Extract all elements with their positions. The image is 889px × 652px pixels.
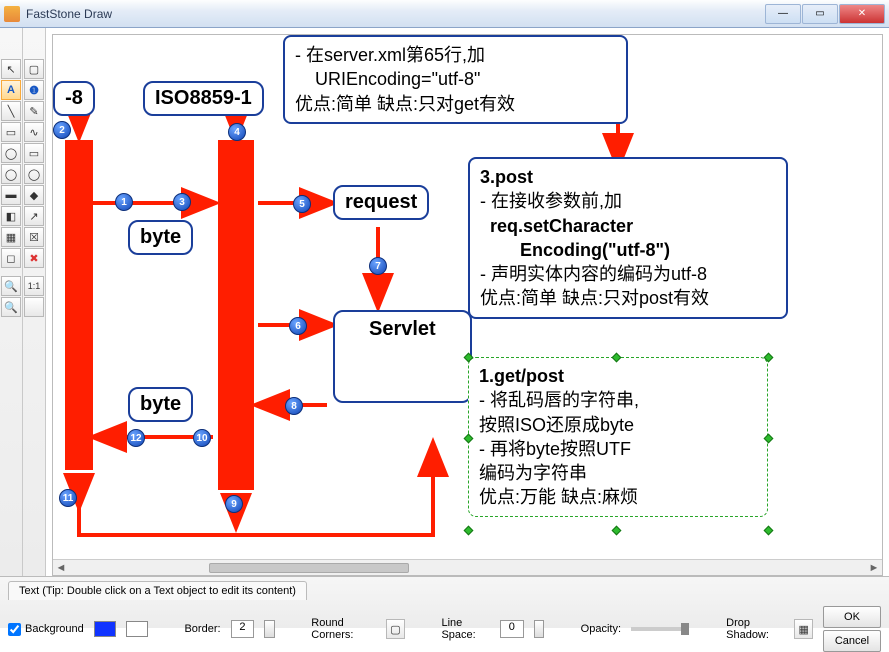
node-iso[interactable]: ISO8859-1 — [143, 81, 264, 116]
scroll-thumb[interactable] — [209, 563, 409, 573]
color-swatch-2[interactable] — [126, 621, 148, 637]
cancel-button[interactable]: Cancel — [823, 630, 881, 652]
number-tool[interactable]: ❶ — [24, 80, 44, 100]
marker-6[interactable]: 6 — [289, 317, 307, 335]
bar-utf8 — [65, 140, 93, 470]
ellipse2-tool[interactable]: ◯ — [24, 164, 44, 184]
marker-10[interactable]: 10 — [193, 429, 211, 447]
text: URIEncoding="utf-8" — [295, 67, 616, 91]
text: Encoding("utf-8") — [480, 238, 776, 262]
marker-8[interactable]: 8 — [285, 397, 303, 415]
sel-handle[interactable] — [612, 526, 622, 536]
node-request[interactable]: request — [333, 185, 429, 220]
roundcorners-icon[interactable]: ▢ — [386, 619, 405, 639]
mask-tool[interactable]: ◻ — [1, 248, 21, 268]
tool-column-left: ↖ A ╲ ▭ ◯ ◯ ▬ ◧ ▦ ◻ 🔍 🔍 — [0, 28, 23, 576]
border-value[interactable]: 2 — [231, 620, 255, 638]
zoomin-tool[interactable]: 🔍 — [1, 276, 21, 296]
callout-top[interactable]: - 在server.xml第65行,加 URIEncoding="utf-8" … — [283, 35, 628, 124]
ellipse-tool[interactable]: ◯ — [1, 164, 21, 184]
text: - 再将byte按照UTF — [479, 437, 757, 461]
text: - 声明实体内容的编码为utf-8 — [480, 262, 776, 286]
line-tool[interactable]: ╲ — [1, 101, 21, 121]
marker-11[interactable]: 11 — [59, 489, 77, 507]
background-label: Background — [25, 623, 84, 635]
text: - 在server.xml第65行,加 — [295, 43, 616, 67]
arrow-tool[interactable]: ↗ — [24, 206, 44, 226]
text: - 将乱码唇的字符串, — [479, 388, 757, 412]
app-icon — [4, 6, 20, 22]
rect2-tool[interactable]: ▭ — [24, 143, 44, 163]
maximize-button[interactable]: ▭ — [802, 4, 838, 24]
marker-4[interactable]: 4 — [228, 123, 246, 141]
roundcorners-label: Round Corners: — [311, 617, 376, 641]
tool-column-right: ▢ ❶ ✎ ∿ ▭ ◯ ◆ ↗ ☒ ✖ 1:1 — [23, 28, 46, 576]
text: 优点:简单 缺点:只对get有效 — [295, 92, 616, 116]
marker-2[interactable]: 2 — [53, 121, 71, 139]
color-swatch-1[interactable] — [94, 621, 116, 637]
polygon-tool[interactable]: ◆ — [24, 185, 44, 205]
linespace-value[interactable]: 0 — [500, 620, 524, 638]
text: req.setCharacter — [480, 214, 776, 238]
node-servlet[interactable]: Servlet — [333, 310, 472, 403]
pencil-tool[interactable]: ✎ — [24, 101, 44, 121]
linespace-spinner[interactable] — [534, 620, 544, 638]
node-byte2[interactable]: byte — [128, 387, 193, 422]
node-utf8[interactable]: -8 — [53, 81, 95, 116]
dropshadow-label: Drop Shadow: — [726, 617, 784, 641]
marker-3[interactable]: 3 — [173, 193, 191, 211]
callout-getpost[interactable]: 1.get/post - 将乱码唇的字符串, 按照ISO还原成byte - 再将… — [468, 357, 768, 517]
delete-tool[interactable]: ✖ — [24, 248, 44, 268]
window-title: FastStone Draw — [26, 7, 765, 21]
sel-handle[interactable] — [764, 526, 774, 536]
scroll-left-icon[interactable]: ◄ — [53, 561, 69, 575]
zoom-blank[interactable] — [24, 297, 44, 317]
highlight-tool[interactable]: ▬ — [1, 185, 21, 205]
background-check-input[interactable] — [8, 623, 21, 636]
roundrect-tool[interactable]: ◯ — [1, 143, 21, 163]
scrollbar-horizontal[interactable]: ◄ ► — [53, 559, 882, 575]
text-tool[interactable]: A — [1, 80, 21, 100]
rect-tool[interactable]: ▭ — [1, 122, 21, 142]
text: 编码为字符串 — [479, 461, 757, 485]
scroll-right-icon[interactable]: ► — [866, 561, 882, 575]
callout-post[interactable]: 3.post - 在接收参数前,加 req.setCharacter Encod… — [468, 157, 788, 319]
titlebar: FastStone Draw — ▭ ✕ — [0, 0, 889, 28]
fill-tool[interactable]: ◧ — [1, 206, 21, 226]
close-button[interactable]: ✕ — [839, 4, 885, 24]
zoomout-tool[interactable]: 🔍 — [1, 297, 21, 317]
text: 按照ISO还原成byte — [479, 413, 757, 437]
dropshadow-icon[interactable]: ▦ — [794, 619, 813, 639]
pointer-tool[interactable]: ↖ — [1, 59, 21, 79]
text: - 在接收参数前,加 — [480, 189, 776, 213]
text: 1.get/post — [479, 364, 757, 388]
bottom-panel: Text (Tip: Double click on a Text object… — [0, 576, 889, 628]
curve-tool[interactable]: ∿ — [24, 122, 44, 142]
sel-handle[interactable] — [464, 526, 474, 536]
border-label: Border: — [184, 623, 220, 635]
marker-12[interactable]: 12 — [127, 429, 145, 447]
border-spinner[interactable] — [264, 620, 274, 638]
canvas[interactable]: -8 ISO8859-1 byte byte request Servlet -… — [52, 34, 883, 576]
minimize-button[interactable]: — — [765, 4, 801, 24]
zoom-reset[interactable]: 1:1 — [24, 276, 44, 296]
image-tool[interactable]: ▦ — [1, 227, 21, 247]
node-byte1[interactable]: byte — [128, 220, 193, 255]
erase-tool[interactable]: ☒ — [24, 227, 44, 247]
text: 优点:简单 缺点:只对post有效 — [480, 286, 776, 310]
text: 优点:万能 缺点:麻烦 — [479, 485, 757, 509]
marker-7[interactable]: 7 — [369, 257, 387, 275]
properties-tab[interactable]: Text (Tip: Double click on a Text object… — [8, 581, 307, 600]
background-checkbox[interactable]: Background — [8, 623, 84, 636]
linespace-label: Line Space: — [441, 617, 489, 641]
opacity-label: Opacity: — [581, 623, 621, 635]
marker-5[interactable]: 5 — [293, 195, 311, 213]
bar-iso — [218, 140, 254, 490]
marker-9[interactable]: 9 — [225, 495, 243, 513]
text: 3.post — [480, 165, 776, 189]
marquee-tool[interactable]: ▢ — [24, 59, 44, 79]
marker-1[interactable]: 1 — [115, 193, 133, 211]
ok-button[interactable]: OK — [823, 606, 881, 628]
